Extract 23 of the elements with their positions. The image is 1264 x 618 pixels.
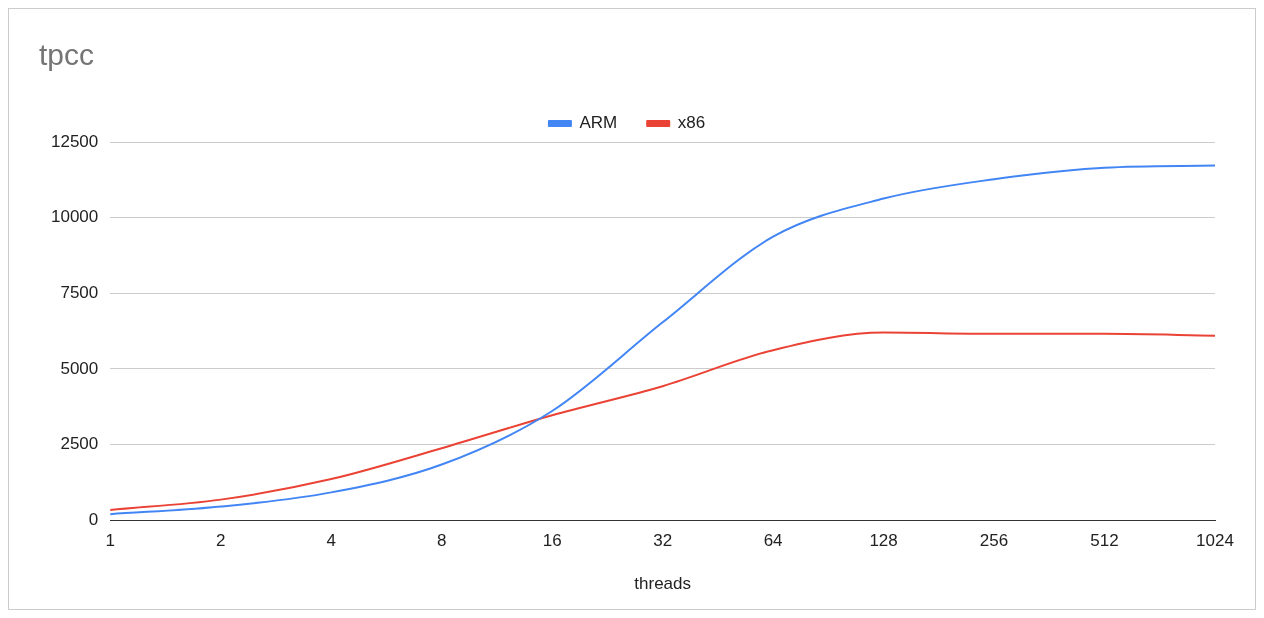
line-series xyxy=(109,331,1216,511)
x-tick-label: 2 xyxy=(216,531,226,551)
y-tick-label: 10000 xyxy=(50,207,99,227)
x-tick-label: 8 xyxy=(436,531,447,551)
x-axis-title: threads xyxy=(634,574,691,594)
line-series xyxy=(109,164,1216,516)
y-tick-label: 5000 xyxy=(60,358,99,378)
x-tick-label: 1024 xyxy=(1196,531,1234,551)
x-tick-label: 256 xyxy=(979,531,1009,551)
x-tick-label: 4 xyxy=(326,531,336,551)
x-tick-label: 64 xyxy=(763,531,783,551)
y-tick-label: 0 xyxy=(88,509,99,529)
x-tick-label: 128 xyxy=(869,531,898,551)
legend-label: ARM xyxy=(579,113,618,133)
legend-label: x86 xyxy=(677,113,706,133)
y-tick-label: 2500 xyxy=(60,434,99,454)
chart-title: tpcc xyxy=(39,38,95,72)
x-tick-label: 32 xyxy=(653,531,673,551)
y-tick-label: 7500 xyxy=(60,282,99,302)
x-tick-label: 512 xyxy=(1090,531,1119,551)
x-tick-label: 1 xyxy=(105,531,116,551)
x-tick-label: 16 xyxy=(542,531,562,551)
y-tick-label: 12500 xyxy=(50,131,99,151)
